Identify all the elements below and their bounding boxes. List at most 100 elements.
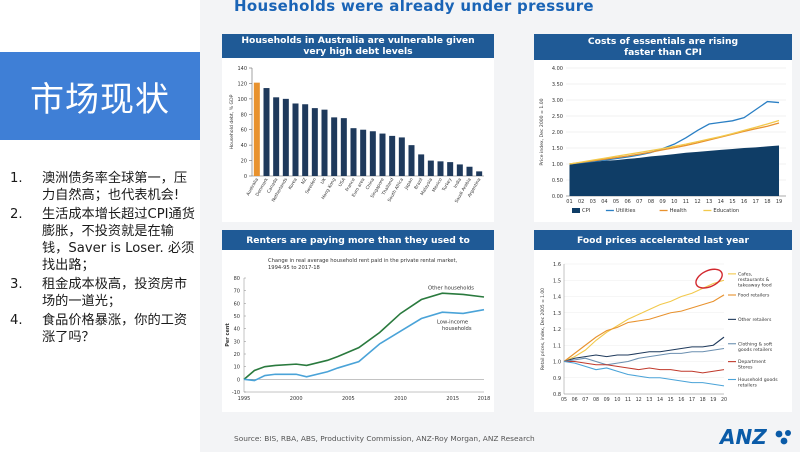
x-tick-label: Japan [403, 177, 415, 192]
y-tick-label: 1.2 [553, 327, 561, 333]
x-tick-label: 17 [689, 397, 695, 403]
bar-uk [321, 109, 328, 176]
x-tick-label: 11 [625, 397, 631, 403]
y-tick-label: 0.00 [552, 194, 563, 200]
bullet-item: 4. 食品价格暴涨，你的工资涨了吗？ [10, 312, 195, 346]
x-tick-label: 09 [659, 199, 665, 205]
y-tick-label: 100 [237, 97, 247, 103]
x-tick-label: 09 [604, 397, 610, 403]
chart-rent: Change in real average household rent pa… [225, 258, 490, 402]
source-note: Source: BIS, RBA, ABS, Productivity Comm… [234, 434, 535, 443]
legend-label: Other retailers [738, 317, 772, 323]
y-tick-label: 1.1 [553, 343, 561, 349]
x-tick-label: 12 [694, 199, 700, 205]
y-tick-label: 2.00 [552, 130, 563, 136]
x-tick-label: 15 [729, 199, 735, 205]
series-label-low-income: Low-income households [437, 320, 472, 333]
x-tick-label: Brazil [413, 177, 424, 191]
legend-label: Education [713, 208, 739, 214]
y-tick-label: 3.00 [552, 98, 563, 104]
bar-japan [408, 145, 415, 176]
y-tick-label: 1.50 [552, 146, 563, 152]
y-tick-label: 50 [234, 314, 240, 320]
chart-panel-rent: Renters are paying more than they used t… [222, 230, 494, 412]
bar-usa [340, 118, 347, 176]
x-tick-label: 14 [718, 199, 724, 205]
y-tick-label: 0.50 [552, 178, 563, 184]
x-tick-label: 2010 [394, 396, 407, 402]
y-tick-label: 1.6 [553, 262, 561, 268]
x-tick-label: 07 [582, 397, 588, 403]
series-line-4 [564, 360, 725, 374]
y-tick-label: 70 [234, 289, 240, 295]
y-tick-label: 1.00 [552, 162, 563, 168]
x-tick-label: 19 [776, 199, 782, 205]
bar-singapore [379, 133, 386, 176]
y-tick-label: 0 [237, 377, 240, 383]
series-line-0 [563, 279, 725, 363]
series-line-1 [563, 294, 725, 362]
legend-label: Clothing & soft goods retailers [738, 341, 773, 353]
anz-logo: ANZ [720, 425, 767, 449]
x-tick-label: India [452, 177, 463, 190]
x-tick-label: 16 [741, 199, 747, 205]
series-line-2 [563, 336, 725, 363]
x-tick-label: 12 [636, 397, 642, 403]
chart-panel-debt: Households in Australia are vulnerable g… [222, 34, 494, 222]
x-tick-label: 08 [648, 199, 654, 205]
bullet-text: 生活成本增长超过CPI通货膨胀，不投资就是在输钱，Saver is Loser.… [42, 207, 195, 273]
left-column: 市场现状 1. 澳洲债务率全球第一，压力自然高；也代表机会! 2. 生活成本增长超过C… [0, 0, 200, 452]
x-tick-label: 2005 [342, 396, 355, 402]
x-tick-label: 13 [646, 397, 652, 403]
bar-saudi-arabia [466, 166, 473, 176]
x-tick-label: 18 [764, 199, 770, 205]
y-tick-label: 1.0 [553, 360, 561, 366]
x-tick-label: Korea [287, 177, 299, 191]
x-tick-label: 18 [700, 397, 706, 403]
headline: Households were already under pressure [234, 0, 594, 15]
highlight-circle [695, 268, 723, 289]
bar-euro-area [360, 129, 367, 176]
bar-canada [273, 97, 280, 176]
y-tick-label: 1.3 [553, 311, 561, 317]
y-tick-label: 40 [241, 143, 247, 149]
x-tick-label: 13 [706, 199, 712, 205]
bullet-item: 1. 澳洲债务率全球第一，压力自然高；也代表机会! [10, 170, 195, 204]
bullet-text: 租金成本极高，投资房市场的一道光； [42, 277, 188, 309]
y-tick-label: 20 [234, 352, 240, 358]
x-tick-label: 08 [593, 397, 599, 403]
bar-nz [302, 104, 309, 176]
chart-title-essentials: Costs of essentials are rising faster th… [534, 34, 792, 60]
series-label-other: Other households [428, 285, 474, 291]
y-tick-label: 4.00 [552, 66, 563, 72]
x-tick-label: NZ [300, 177, 308, 185]
x-tick-label: 10 [614, 397, 620, 403]
x-tick-label: 11 [683, 199, 689, 205]
y-tick-label: 40 [234, 327, 240, 333]
x-tick-label: 01 [566, 199, 572, 205]
x-tick-label: 2000 [290, 396, 303, 402]
y-tick-label: 0 [244, 174, 247, 180]
anz-logo-mark-icon [775, 430, 791, 445]
y-tick-label: 30 [234, 339, 240, 345]
legend-label: Health [670, 208, 687, 214]
right-column: Households were already under pressure H… [200, 0, 800, 452]
slide-title: 市场现状 [0, 52, 200, 140]
series-line-3 [563, 347, 725, 366]
chart-title-rent: Renters are paying more than they used t… [222, 230, 494, 250]
y-axis-label: Retail prices, index, Dec 2005 = 1.00 [540, 288, 546, 370]
x-tick-label: 10 [671, 199, 677, 205]
bar-netherlands [282, 98, 289, 176]
x-tick-label: 03 [590, 199, 596, 205]
bar-thailand [389, 135, 396, 176]
y-tick-label: 1.4 [553, 295, 561, 301]
y-axis-label: Per cent [225, 323, 231, 347]
y-tick-label: 60 [234, 301, 240, 307]
chart-panel-essentials: Costs of essentials are rising faster th… [534, 34, 792, 222]
legend-label: Utilities [616, 208, 636, 214]
y-tick-label: 0.8 [553, 392, 561, 398]
chart-essentials: 0.00 0.50 1.00 1.50 2.00 2.50 3.00 3.50 4.00 Pric… [539, 66, 786, 214]
x-tick-label: 05 [613, 199, 619, 205]
series-line-education [569, 119, 780, 165]
